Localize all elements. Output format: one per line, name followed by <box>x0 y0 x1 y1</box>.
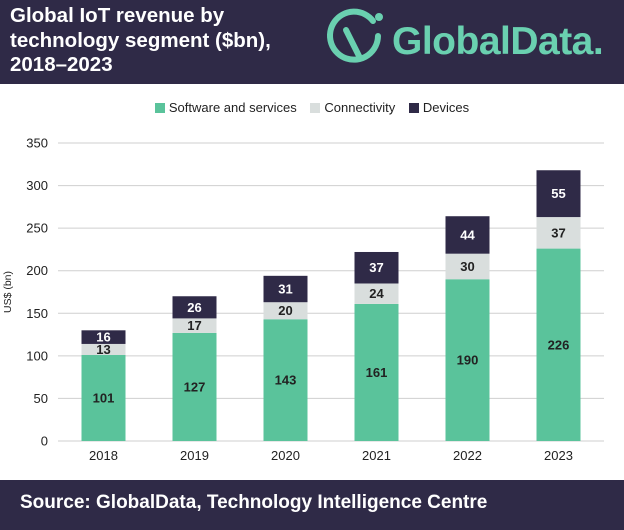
y-tick-label: 0 <box>41 434 48 449</box>
bar-connectivity-2021 <box>354 283 399 304</box>
data-label: 101 <box>93 391 115 406</box>
data-label: 44 <box>460 227 475 242</box>
chart-title: Global IoT revenue by technology segment… <box>10 4 310 78</box>
y-axis-label: US$ (bn) <box>2 271 14 313</box>
bar-software-2019 <box>172 332 217 441</box>
x-tick-label: 2020 <box>271 448 300 463</box>
globaldata-logo: GlobalData. <box>326 8 616 76</box>
legend-item-connectivity: Connectivity <box>310 100 395 115</box>
header-banner: Global IoT revenue by technology segment… <box>0 0 624 84</box>
data-label: 190 <box>457 353 479 368</box>
bar-connectivity-2022 <box>445 253 490 280</box>
legend-swatch-software <box>154 103 165 113</box>
logo-dot: . <box>592 20 604 63</box>
legend-swatch-connectivity <box>310 103 321 113</box>
data-label: 17 <box>187 318 201 333</box>
y-tick-label: 250 <box>26 221 48 236</box>
bar-devices-2019 <box>172 296 217 319</box>
bar-connectivity-2018 <box>81 343 126 356</box>
bar-connectivity-2019 <box>172 318 217 333</box>
chart-title-line-3: 2018–2023 <box>10 53 113 76</box>
y-tick-label: 300 <box>26 178 48 193</box>
data-label: 37 <box>369 260 383 275</box>
bar-devices-2023 <box>536 170 581 218</box>
y-tick-label: 200 <box>26 263 48 278</box>
data-label: 161 <box>366 365 388 380</box>
bar-devices-2022 <box>445 216 490 254</box>
bar-software-2023 <box>536 248 581 441</box>
x-tick-label: 2023 <box>544 448 573 463</box>
bar-software-2022 <box>445 279 490 441</box>
legend-label-devices: Devices <box>422 100 470 115</box>
bar-devices-2020 <box>263 275 308 303</box>
legend-item-software: Software and services <box>154 100 297 115</box>
data-label: 24 <box>369 286 384 301</box>
bar-software-2018 <box>81 355 126 441</box>
bar-devices-2021 <box>354 251 399 284</box>
data-label: 16 <box>96 330 110 345</box>
legend-label-software: Software and services <box>168 100 297 115</box>
legend-item-devices: Devices <box>408 100 470 115</box>
x-tick-label: 2019 <box>180 448 209 463</box>
data-label: 143 <box>275 373 297 388</box>
data-label: 55 <box>551 186 565 201</box>
globaldata-logo-wordmark: GlobalData. <box>392 20 604 64</box>
footer-banner: Source: GlobalData, Technology Intellige… <box>0 480 624 530</box>
data-label: 226 <box>548 337 570 352</box>
y-tick-label: 150 <box>26 306 48 321</box>
x-tick-label: 2018 <box>89 448 118 463</box>
data-label: 31 <box>278 282 292 297</box>
chart-legend: Software and services Connectivity Devic… <box>0 100 624 118</box>
data-label: 26 <box>187 300 201 315</box>
data-label: 127 <box>184 379 206 394</box>
y-tick-label: 100 <box>26 348 48 363</box>
data-label: 30 <box>460 259 474 274</box>
legend-label-connectivity: Connectivity <box>324 100 396 115</box>
bar-connectivity-2023 <box>536 217 581 249</box>
bar-software-2020 <box>263 319 308 441</box>
y-tick-label: 350 <box>26 136 48 151</box>
data-label: 37 <box>551 225 565 240</box>
source-note: Source: GlobalData, Technology Intellige… <box>20 492 488 513</box>
x-tick-label: 2021 <box>362 448 391 463</box>
globaldata-logo-icon <box>327 8 383 63</box>
chart-title-line-1: Global IoT revenue by <box>10 4 225 27</box>
bar-devices-2018 <box>81 330 126 344</box>
legend-swatch-devices <box>408 103 419 113</box>
bar-software-2021 <box>354 303 399 441</box>
chart-title-line-2: technology segment ($bn), <box>10 28 271 52</box>
y-tick-label: 50 <box>34 391 48 406</box>
data-label: 13 <box>96 342 110 357</box>
x-tick-label: 2022 <box>453 448 482 463</box>
bar-connectivity-2020 <box>263 302 308 320</box>
data-label: 20 <box>278 303 292 318</box>
logo-text: GlobalData <box>392 20 593 63</box>
